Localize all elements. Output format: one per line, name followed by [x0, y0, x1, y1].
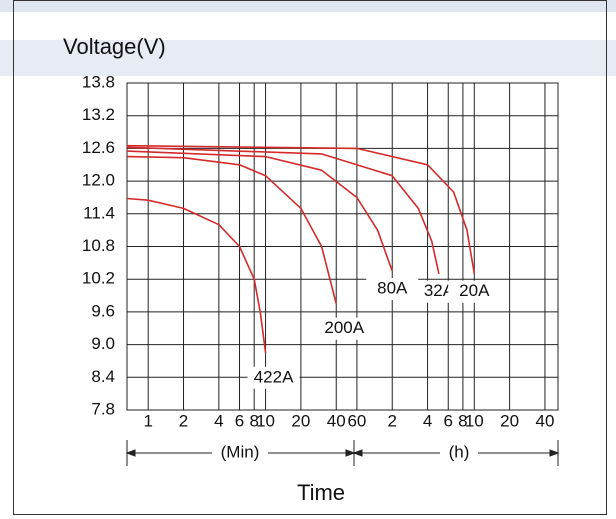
x-tick-label: 10: [465, 411, 484, 430]
y-tick-label: 8.4: [91, 367, 115, 386]
y-tick-label: 11.4: [83, 203, 115, 222]
x-tick-label: 4: [423, 411, 432, 430]
x-tick-label: 20: [291, 411, 310, 430]
x-tick-label: 4: [214, 411, 223, 430]
series-label: 20A: [459, 281, 490, 300]
y-tick-label: 9.0: [91, 334, 115, 353]
series-label: 200A: [324, 318, 364, 337]
y-tick-label: 12.6: [82, 138, 115, 157]
series-label: 80A: [377, 279, 408, 298]
x-tick-label: 20: [500, 411, 519, 430]
x-tick-label: 10: [256, 411, 275, 430]
y-tick-label: 9.6: [91, 301, 115, 320]
y-tick-label: 13.8: [82, 72, 115, 91]
segment-label: (h): [449, 442, 470, 461]
x-tick-label: 2: [179, 411, 188, 430]
y-tick-label: 13.2: [82, 105, 115, 124]
x-tick-label: 6: [444, 411, 453, 430]
banner-stripe: [0, 0, 616, 12]
y-tick-label: 12.0: [82, 171, 115, 190]
x-tick-label: 6: [235, 411, 244, 430]
chart: Voltage(V) Time (Min) (h) 13.813.212.612…: [0, 0, 616, 519]
y-axis-label: Voltage(V): [63, 34, 166, 59]
x-tick-label: 60: [347, 411, 366, 430]
y-tick-label: 10.2: [82, 269, 115, 288]
segment-label: (Min): [221, 442, 260, 461]
series-label: 422A: [254, 367, 294, 386]
y-tick-label: 7.8: [91, 399, 115, 418]
x-tick-label: 40: [535, 411, 554, 430]
curve: [127, 151, 392, 271]
x-axis-label: Time: [297, 480, 345, 505]
x-tick-label: 1: [143, 411, 152, 430]
x-tick-label: 2: [388, 411, 397, 430]
segment-brackets: [127, 440, 558, 466]
x-tick-label: 40: [327, 411, 346, 430]
curve: [127, 157, 336, 304]
y-tick-label: 10.8: [82, 236, 115, 255]
